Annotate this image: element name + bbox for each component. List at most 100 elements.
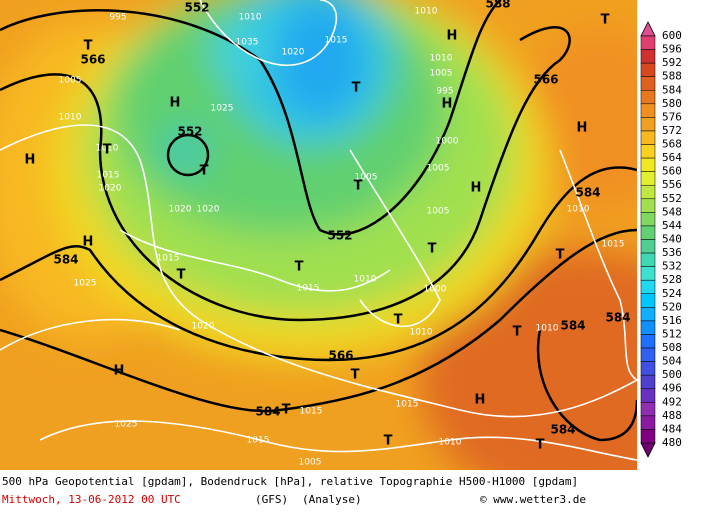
pressure-label: 1010 xyxy=(354,275,377,285)
colorbar-segment xyxy=(640,212,656,227)
low-marker: T xyxy=(354,179,363,194)
high-marker: H xyxy=(447,29,458,44)
pressure-label: 1010 xyxy=(415,7,438,17)
colorbar-segment xyxy=(640,76,656,91)
low-marker: T xyxy=(394,313,403,328)
colorbar-label: 568 xyxy=(662,138,682,151)
colorbar-label: 508 xyxy=(662,341,682,354)
colorbar-label: 492 xyxy=(662,395,682,408)
pressure-label: 1005 xyxy=(299,458,322,468)
high-marker: H xyxy=(83,235,94,250)
colorbar-label: 532 xyxy=(662,260,682,273)
pressure-label: 1015 xyxy=(97,171,120,181)
colorbar-segment xyxy=(640,388,656,403)
colorbar-segment xyxy=(640,293,656,308)
high-marker: H xyxy=(475,393,486,408)
footer-description: 500 hPa Geopotential [gpdam], Bodendruck… xyxy=(2,475,578,488)
pressure-label: 1020 xyxy=(282,48,305,58)
colorbar-label: 524 xyxy=(662,287,682,300)
colorbar-label: 580 xyxy=(662,97,682,110)
colorbar-segment xyxy=(640,198,656,213)
footer-model: (GFS) xyxy=(255,493,288,506)
geopotential-label: 584 xyxy=(575,186,600,200)
colorbar-segment xyxy=(640,117,656,132)
pressure-label: 1005 xyxy=(59,76,82,86)
colorbar-segment xyxy=(640,334,656,349)
colorbar-label: 480 xyxy=(662,436,682,449)
geopotential-label: 584 xyxy=(255,405,280,419)
colorbar-label: 504 xyxy=(662,355,682,368)
pressure-contours xyxy=(0,0,637,461)
geopotential-label: 588 xyxy=(485,0,510,11)
pressure-label: 1025 xyxy=(211,104,234,114)
pressure-label: 1010 xyxy=(59,113,82,123)
colorbar-label: 576 xyxy=(662,110,682,123)
colorbar-segment xyxy=(640,374,656,389)
low-marker: T xyxy=(282,403,291,418)
pressure-label: 995 xyxy=(109,13,126,23)
colorbar-segment xyxy=(640,266,656,281)
footer-date: Mittwoch, 13-06-2012 00 UTC xyxy=(2,493,181,506)
low-marker: T xyxy=(384,434,393,449)
colorbar-label: 484 xyxy=(662,422,682,435)
colorbar-label: 516 xyxy=(662,314,682,327)
colorbar-segment xyxy=(640,239,656,254)
pressure-label: 1015 xyxy=(396,400,419,410)
colorbar-segment xyxy=(640,157,656,172)
pressure-label: 1025 xyxy=(115,420,138,430)
colorbar-label: 528 xyxy=(662,273,682,286)
pressure-label: 1025 xyxy=(74,279,97,289)
low-marker: T xyxy=(428,242,437,257)
colorbar-segment xyxy=(640,103,656,118)
colorbar-label: 500 xyxy=(662,368,682,381)
low-marker: T xyxy=(513,325,522,340)
colorbar-label: 548 xyxy=(662,205,682,218)
colorbar-label: 488 xyxy=(662,409,682,422)
high-marker: H xyxy=(114,364,125,379)
low-marker: T xyxy=(103,143,112,158)
pressure-label: 1015 xyxy=(157,254,180,264)
colorbar-label: 540 xyxy=(662,233,682,246)
colorbar-label: 544 xyxy=(662,219,682,232)
colorbar-label: 592 xyxy=(662,56,682,69)
pressure-label: 1015 xyxy=(325,36,348,46)
low-marker: T xyxy=(200,164,209,179)
pressure-label: 1010 xyxy=(239,13,262,23)
geopotential-label: 584 xyxy=(550,423,575,437)
colorbar-label: 572 xyxy=(662,124,682,137)
geopotential-contours xyxy=(0,0,637,442)
geopotential-label: 566 xyxy=(328,349,353,363)
pressure-label: 1010 xyxy=(96,144,119,154)
pressure-label: 1010 xyxy=(439,438,462,448)
pressure-label: 1000 xyxy=(436,137,459,147)
pressure-label: 1015 xyxy=(247,436,270,446)
colorbar-label: 520 xyxy=(662,300,682,313)
colorbar-label: 560 xyxy=(662,165,682,178)
footer-run: (Analyse) xyxy=(302,493,362,506)
colorbar-segment xyxy=(640,402,656,417)
pressure-label: 1035 xyxy=(236,38,259,48)
colorbar-label: 588 xyxy=(662,70,682,83)
pressure-label: 1010 xyxy=(430,54,453,64)
pressure-label: 1015 xyxy=(297,284,320,294)
colorbar-label: 584 xyxy=(662,83,682,96)
colorbar-bottom-arrow xyxy=(640,442,656,458)
colorbar-label: 552 xyxy=(662,192,682,205)
high-marker: H xyxy=(577,121,588,136)
colorbar-label: 596 xyxy=(662,43,682,56)
colorbar-segment xyxy=(640,62,656,77)
colorbar-segment xyxy=(640,225,656,240)
pressure-label: 1010 xyxy=(536,324,559,334)
pressure-label: 1020 xyxy=(192,322,215,332)
geopotential-label: 584 xyxy=(53,253,78,267)
colorbar-segment xyxy=(640,49,656,64)
pressure-label: 995 xyxy=(436,87,453,97)
colorbar-segment xyxy=(640,90,656,105)
low-marker: T xyxy=(351,368,360,383)
colorbar-label: 564 xyxy=(662,151,682,164)
geopotential-label: 584 xyxy=(560,319,585,333)
low-marker: T xyxy=(556,248,565,263)
colorbar-segment xyxy=(640,347,656,362)
colorbar-segment xyxy=(640,130,656,145)
